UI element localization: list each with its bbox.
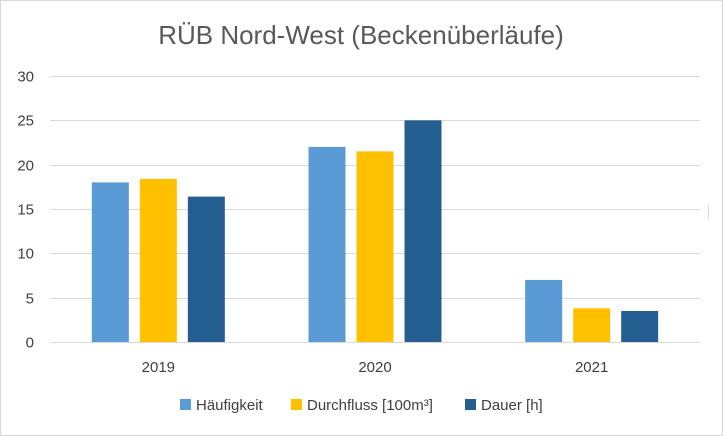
legend-label-3: Dauer [h] — [481, 397, 543, 414]
x-tick-label: 2019 — [142, 359, 175, 376]
x-tick-label: 2020 — [358, 359, 391, 376]
bar-2019-series-3 — [187, 196, 225, 342]
x-axis-ticks: 2019 2020 2021 — [142, 359, 609, 376]
right-edge-mark — [708, 205, 709, 219]
legend-swatch-3 — [465, 399, 476, 410]
legend: Häufigkeit Durchfluss [100m³] Dauer [h] — [180, 397, 543, 414]
bars — [91, 120, 659, 342]
y-axis-ticks: 0 5 10 15 20 25 30 — [17, 69, 34, 352]
bar-2020-series-2 — [356, 151, 394, 342]
bar-2021-series-1 — [525, 279, 563, 342]
legend-swatch-2 — [291, 399, 302, 410]
bar-2020-series-1 — [308, 146, 346, 342]
bar-2020-series-3 — [404, 120, 442, 342]
x-tick-label: 2021 — [575, 359, 608, 376]
bar-2021-series-3 — [621, 310, 659, 342]
y-tick-label: 15 — [17, 202, 34, 219]
y-tick-label: 5 — [26, 291, 34, 308]
bar-2021-series-2 — [573, 308, 611, 342]
bar-2019-series-1 — [91, 182, 129, 342]
legend-swatch-1 — [180, 399, 191, 410]
y-tick-label: 10 — [17, 246, 34, 263]
bar-2019-series-2 — [139, 178, 177, 342]
y-tick-label: 25 — [17, 113, 34, 130]
y-tick-label: 20 — [17, 158, 34, 175]
y-tick-label: 0 — [26, 335, 34, 352]
y-tick-label: 30 — [17, 69, 34, 86]
legend-label-1: Häufigkeit — [196, 397, 264, 414]
chart-title: RÜB Nord-West (Beckenüberläufe) — [158, 20, 564, 50]
legend-label-2: Durchfluss [100m³] — [307, 397, 433, 414]
